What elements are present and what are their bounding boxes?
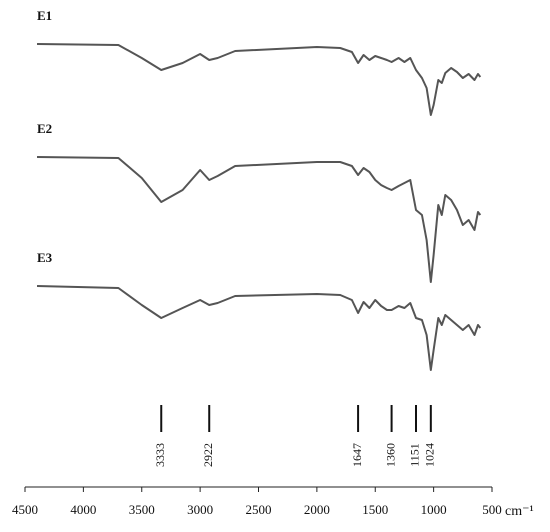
peak-label: 1151 xyxy=(408,443,422,467)
spectrum-line xyxy=(37,156,482,283)
x-tick-label: 1000 xyxy=(421,502,447,517)
peak-label: 1024 xyxy=(423,443,437,467)
series-label: E3 xyxy=(37,250,53,265)
spectrum-line xyxy=(37,43,482,116)
x-tick-label: 3000 xyxy=(187,502,213,517)
x-tick-label: 4000 xyxy=(70,502,96,517)
x-tick-label: 3500 xyxy=(129,502,155,517)
spectrum-line xyxy=(37,285,482,371)
x-axis-label: cm⁻¹ xyxy=(505,504,534,519)
peak-label: 2922 xyxy=(201,443,215,467)
x-tick-label: 1500 xyxy=(362,502,388,517)
x-tick-label: 500 xyxy=(482,502,502,517)
x-tick-label: 2000 xyxy=(304,502,330,517)
peak-label: 3333 xyxy=(153,443,167,467)
series-label: E2 xyxy=(37,121,52,136)
x-tick-label: 4500 xyxy=(12,502,38,517)
peak-label: 1360 xyxy=(383,443,397,467)
series-label: E1 xyxy=(37,8,52,23)
peak-label: 1647 xyxy=(350,443,364,467)
x-tick-label: 2500 xyxy=(246,502,272,517)
